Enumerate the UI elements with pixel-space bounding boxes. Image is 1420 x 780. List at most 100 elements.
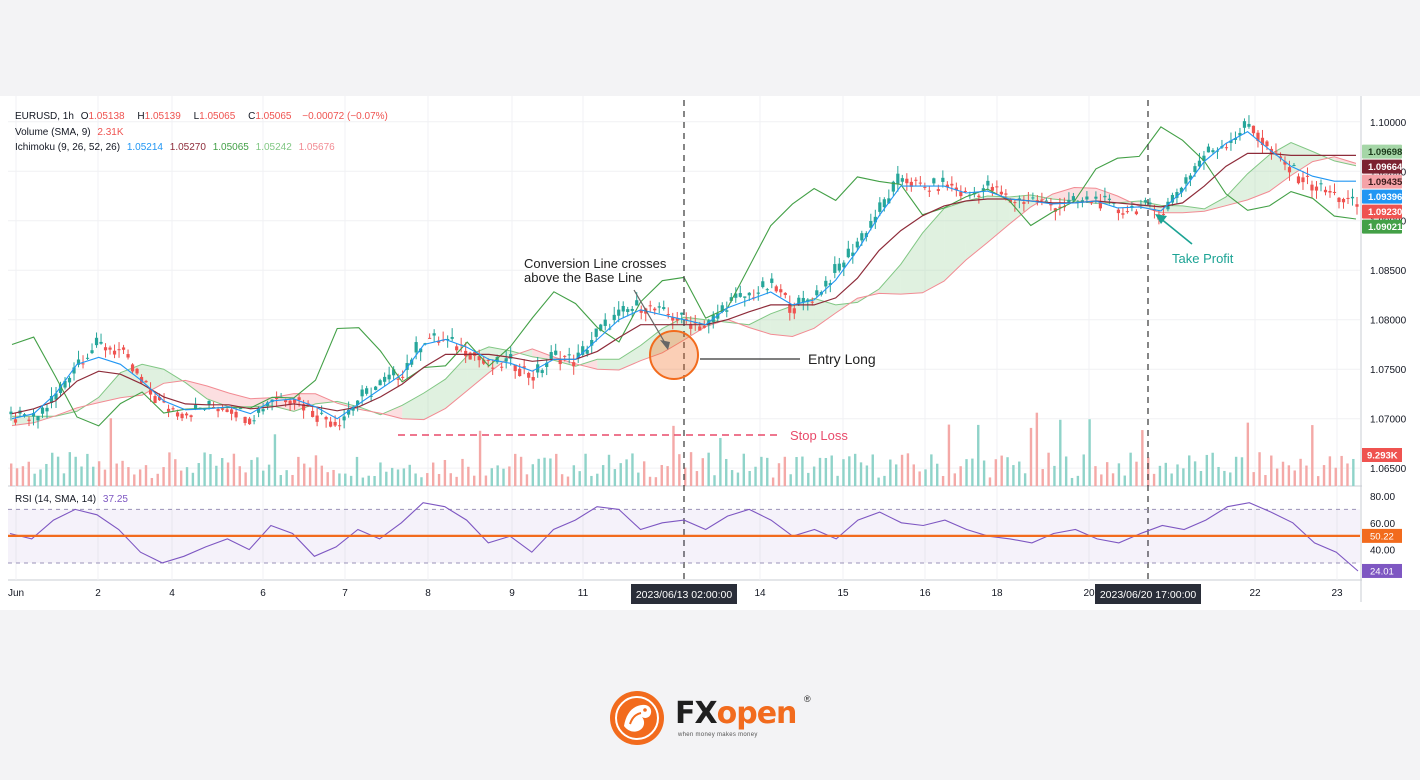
ichimoku-cloud-segment — [792, 298, 815, 337]
candle-body — [869, 221, 873, 228]
candle-body — [1022, 202, 1026, 204]
volume-bar — [197, 463, 200, 486]
candle-body — [513, 364, 517, 372]
volume-bar — [1029, 427, 1033, 486]
volume-bar — [414, 473, 417, 486]
legend-change: −0.00072 (−0.07%) — [302, 111, 388, 122]
candle-body — [1292, 164, 1296, 166]
candle-body — [581, 346, 585, 355]
volume-bar — [736, 472, 740, 486]
time-tick-label: 11 — [578, 588, 589, 599]
volume-bar — [74, 456, 77, 486]
volume-bar — [508, 466, 511, 486]
volume-bar — [848, 456, 851, 486]
candle-body — [108, 347, 112, 350]
volume-bar — [871, 454, 874, 486]
candle-body — [1134, 211, 1139, 215]
candle-body — [509, 354, 513, 359]
candle-body — [959, 191, 963, 197]
candle-body — [284, 399, 288, 403]
volume-last-tag-label: 9.293K — [1367, 451, 1398, 462]
volume-bar — [707, 452, 710, 486]
candle-body — [783, 292, 787, 296]
candle-body — [842, 262, 846, 268]
volume-bar — [684, 467, 687, 486]
volume-bar — [865, 465, 869, 486]
candle-body — [608, 328, 612, 330]
volume-bar — [1006, 457, 1009, 486]
volume-bar — [478, 430, 482, 486]
volume-bar — [1018, 461, 1021, 486]
price-tick-label: 1.06500 — [1370, 464, 1407, 475]
chart-canvas[interactable]: Stop Loss Entry Long Conversion Line cross… — [0, 96, 1420, 610]
legend-close: C1.05065 — [248, 111, 292, 122]
volume-bar — [379, 462, 382, 486]
volume-bar — [314, 455, 318, 486]
volume-bar — [637, 472, 640, 486]
volume-bar — [262, 470, 265, 486]
candle-body — [419, 348, 423, 353]
volume-bar — [1316, 476, 1320, 486]
legend-ichimoku-span-b: 1.05676 — [298, 142, 335, 153]
time-tick-label: 6 — [260, 588, 266, 599]
volume-bar — [297, 456, 300, 486]
candle-body — [999, 191, 1003, 195]
candle-body — [247, 418, 252, 425]
candle-body — [207, 400, 211, 405]
candle-body — [1161, 213, 1166, 215]
time-tick-label: 2 — [95, 588, 101, 599]
volume-bar — [27, 461, 30, 486]
time-tick-label: 22 — [1249, 588, 1261, 599]
candle-body — [666, 314, 670, 316]
fxopen-logo: FXopen ® when money makes money — [608, 688, 818, 748]
volume-bar — [1193, 461, 1197, 486]
candle-body — [175, 412, 180, 417]
volume-bar — [531, 464, 535, 486]
legend-ichimoku-label: Ichimoku (9, 26, 52, 26) — [15, 142, 121, 153]
candle-body — [477, 356, 481, 361]
volume-bar — [584, 453, 587, 486]
volume-bar — [900, 454, 904, 486]
candle-body — [437, 340, 441, 343]
volume-bar — [355, 456, 359, 486]
candle-body — [558, 358, 562, 365]
ichimoku-cloud-segment — [814, 298, 836, 329]
candle-body — [1179, 187, 1184, 193]
volume-bar — [1035, 412, 1039, 486]
volume-bar — [760, 456, 763, 486]
conversion-arrow-head — [660, 340, 670, 350]
volume-bar — [344, 473, 347, 486]
volume-bar — [420, 477, 423, 486]
candle-body — [1350, 196, 1355, 199]
volume-bar — [859, 462, 863, 486]
candle-body — [166, 408, 171, 412]
candle-body — [950, 183, 954, 186]
volume-bar — [21, 466, 25, 486]
volume-bar — [982, 460, 986, 486]
volume-bar — [138, 469, 142, 486]
candle-body — [986, 180, 990, 186]
candle-body — [157, 396, 162, 401]
candle-body — [347, 409, 351, 415]
volume-bar — [660, 465, 663, 486]
candle-body — [851, 252, 855, 257]
candle-body — [995, 186, 999, 188]
stop-loss-label: Stop Loss — [790, 428, 848, 443]
volume-bar — [1240, 457, 1244, 486]
volume-bar — [748, 470, 751, 486]
candle-body — [1112, 202, 1116, 204]
volume-bar — [431, 462, 435, 486]
candle-body — [315, 415, 319, 422]
candle-body — [761, 281, 765, 288]
volume-bar — [666, 466, 669, 486]
volume-bar — [730, 470, 734, 486]
candle-body — [148, 389, 153, 395]
candle-body — [1013, 202, 1017, 204]
volume-bar — [1141, 430, 1144, 486]
candle-body — [720, 305, 724, 312]
volume-bar — [367, 475, 370, 486]
volume-bar — [185, 467, 189, 486]
volume-bar — [912, 464, 915, 486]
volume-bar — [174, 459, 177, 486]
candle-body — [977, 195, 981, 197]
